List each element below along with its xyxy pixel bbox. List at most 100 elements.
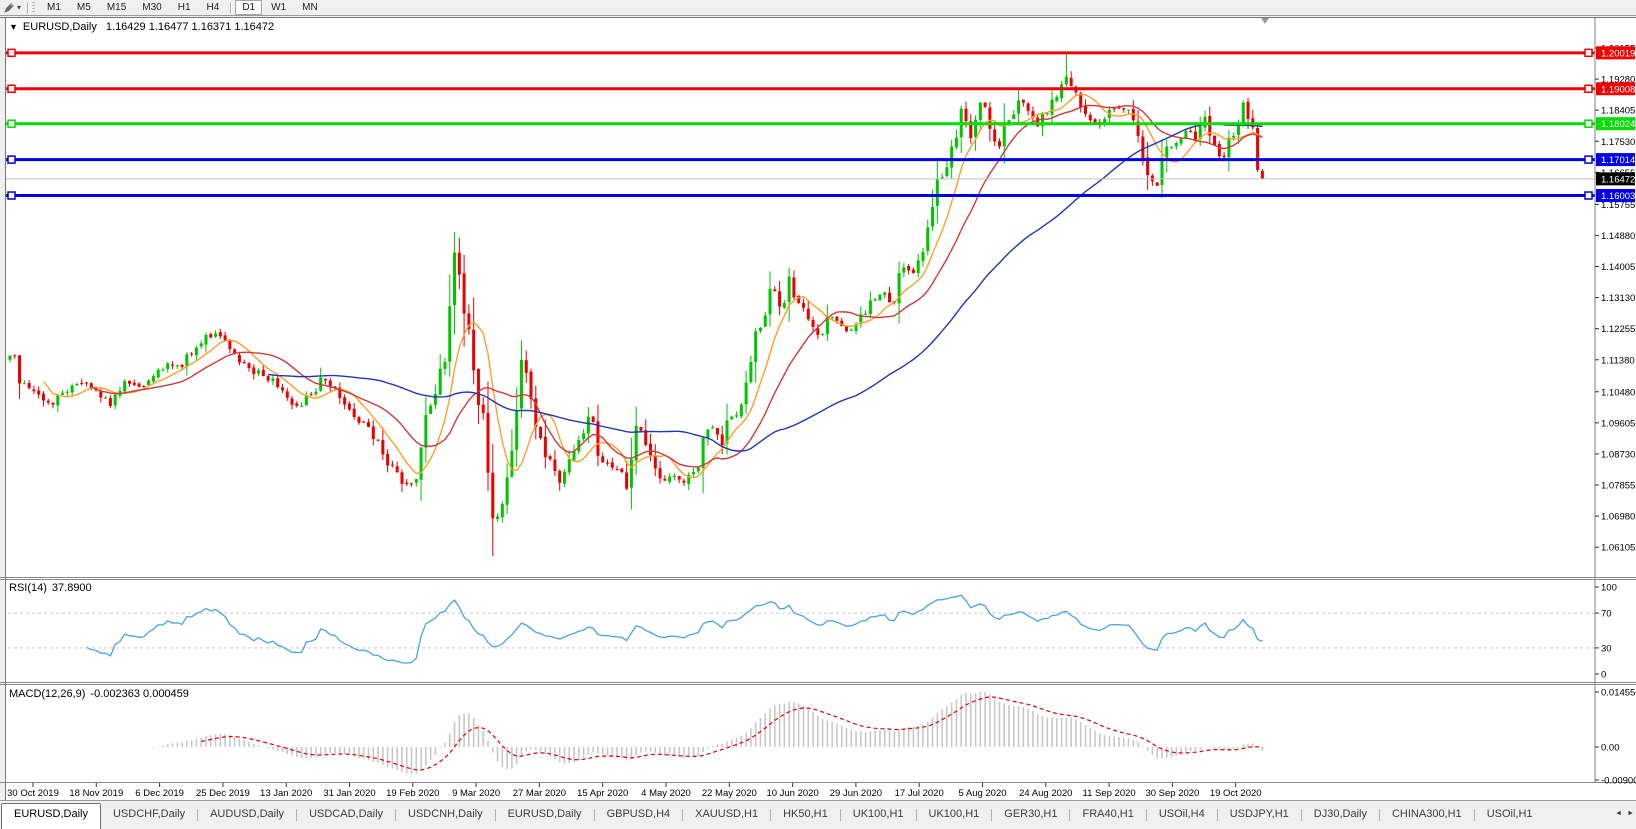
chart-canvas[interactable]: 1.201551.192801.184051.175301.166551.157… — [0, 0, 1636, 800]
price-tick-label: 1.07855 — [1601, 481, 1635, 492]
price-badge-text: 1.20019 — [1601, 48, 1635, 59]
date-label: 15 Apr 2020 — [577, 788, 628, 799]
chart-tab-xauusd-h1[interactable]: XAUUSD,H1 — [695, 808, 759, 820]
price-tick-label: 1.09605 — [1601, 418, 1635, 429]
chart-tab-eurusd-daily[interactable]: EURUSD,Daily — [507, 808, 582, 820]
price-axis[interactable]: 1.201551.192801.184051.175301.166551.157… — [1594, 17, 1635, 782]
date-label: 19 Feb 2020 — [386, 788, 439, 799]
tab-scroll-right-icon[interactable]: ► — [1627, 810, 1634, 817]
tab-divider — [1069, 809, 1071, 821]
price-tick-label: 1.06105 — [1601, 543, 1635, 554]
date-label: 30 Oct 2019 — [7, 788, 59, 799]
chart-shift-marker[interactable] — [1261, 18, 1269, 24]
moving-average-lines — [42, 93, 1263, 479]
chart-tab-china300-h1[interactable]: CHINA300,H1 — [1391, 808, 1462, 820]
cursor-tool-dropdown-caret[interactable]: ▾ — [17, 3, 22, 12]
rsi-tick-label: 0 — [1601, 670, 1606, 681]
rsi-indicator-value: 37.8900 — [51, 582, 92, 594]
toolbar-grip-handle[interactable] — [32, 2, 36, 13]
cursor-pen-tool-icon[interactable] — [2, 1, 16, 14]
timeframe-button-m30[interactable]: M30 — [142, 2, 162, 13]
chart-tab-usdchf-daily[interactable]: USDCHF,Daily — [112, 808, 186, 820]
chart-tab-bar: EURUSD,Daily USDCHF,Daily AUDUSD,Daily USDC… — [0, 800, 1636, 829]
chart-tab-usdjpy-h1[interactable]: USDJPY,H1 — [1229, 808, 1289, 820]
timeframe-button-h4[interactable]: H4 — [206, 2, 220, 13]
tab-divider — [915, 809, 917, 821]
price-tick-label: 1.18405 — [1601, 106, 1635, 117]
ma-8-line — [42, 93, 1263, 479]
price-badge-text: 1.16003 — [1601, 191, 1635, 202]
price-tick-label: 1.08730 — [1601, 449, 1635, 460]
tab-scroll-left-icon[interactable]: ◄ — [1615, 810, 1623, 817]
chart-tab-gbpusd-h4[interactable]: GBPUSD,H4 — [606, 808, 671, 820]
hline-1.16003[interactable] — [6, 191, 1595, 200]
chart-tab-dj30-daily[interactable]: DJ30,Daily — [1313, 808, 1367, 820]
price-tick-label: 1.11380 — [1601, 355, 1635, 366]
hline-handle — [1584, 84, 1593, 94]
hline-handle — [7, 155, 16, 164]
price-badge-text: 1.16472 — [1601, 174, 1635, 185]
chart-tab-usoil-h4[interactable]: USOil,H4 — [1158, 808, 1205, 820]
rsi-tick-label: 30 — [1601, 643, 1612, 654]
rsi-tick-label: 70 — [1601, 609, 1612, 620]
timeframe-button-d1[interactable]: D1 — [235, 0, 263, 15]
date-label: 5 Aug 2020 — [958, 788, 1006, 799]
hline-1.19008[interactable] — [6, 84, 1595, 94]
price-tick-label: 1.14005 — [1601, 262, 1635, 273]
symbol-dropdown-icon[interactable]: ▼ — [9, 22, 18, 32]
timeframe-button-h1[interactable]: H1 — [177, 2, 191, 13]
tab-divider — [770, 809, 772, 821]
date-label: 10 Jun 2020 — [766, 788, 818, 799]
price-badge-1.16003: 1.16003 — [1596, 189, 1635, 203]
chart-tab-hk50-h1[interactable]: HK50,H1 — [783, 808, 828, 820]
chart-tab-fra40-h1[interactable]: FRA40,H1 — [1082, 808, 1134, 820]
chart-ohlc-values: 1.16429 1.16477 1.16371 1.16472 — [105, 21, 275, 33]
price-tick-label: 1.17530 — [1601, 137, 1635, 148]
chart-tab-audusd-daily[interactable]: AUDUSD,Daily — [210, 808, 285, 820]
hline-handle — [1584, 191, 1593, 200]
chart-tab-eurusd-daily[interactable]: EURUSD,Daily — [1, 803, 101, 829]
timeframe-button-m5[interactable]: M5 — [76, 2, 91, 13]
hline-handle — [7, 191, 16, 200]
hline-handle — [1584, 119, 1593, 128]
chart-tab-usdcnh-daily[interactable]: USDCNH,Daily — [408, 808, 483, 820]
hline-1.18024[interactable] — [6, 119, 1595, 128]
hline-handle — [7, 119, 16, 128]
horizontal-lines — [6, 48, 1595, 200]
price-badge-1.17014: 1.17014 — [1596, 153, 1635, 167]
chart-tab-usoil-h1[interactable]: USOil,H1 — [1486, 808, 1533, 820]
chart-title: ▼ EURUSD,Daily 1.16429 1.16477 1.16371 1.1… — [9, 21, 274, 33]
candlestick-plot[interactable] — [8, 52, 1264, 557]
macd-indicator-name: MACD(12,26,9) — [9, 688, 86, 700]
macd-tick-label: 0.00 — [1601, 743, 1620, 754]
tab-divider — [494, 809, 496, 821]
chart-tab-uk100-h1[interactable]: UK100,H1 — [928, 808, 980, 820]
toolbar-separator — [230, 1, 232, 14]
timeframe-button-m1[interactable]: M1 — [47, 2, 61, 13]
rsi-level-lines — [8, 612, 1595, 649]
macd-axis[interactable]: 0.014556 0.00 -0.00900 — [1595, 688, 1636, 787]
timeframe-button-m15[interactable]: M15 — [106, 2, 127, 13]
price-tick-label: 1.06980 — [1601, 512, 1635, 523]
price-badge-text: 1.17014 — [1601, 155, 1635, 166]
hline-handle — [7, 48, 16, 58]
chart-tab-uk100-h1[interactable]: UK100,H1 — [852, 808, 904, 820]
timeframe-button-group: M1 M5 M15 M30 H1 H4 D1 W1 MN — [39, 0, 326, 15]
timeframe-button-w1[interactable]: W1 — [271, 2, 287, 13]
hline-1.17014[interactable] — [6, 155, 1595, 164]
hline-1.20019[interactable] — [6, 48, 1595, 58]
hline-handle — [1584, 155, 1593, 164]
price-tick-label: 1.14880 — [1601, 231, 1635, 242]
rsi-axis[interactable]: 100 70 30 0 — [1595, 583, 1617, 681]
chart-tab-ger30-h1[interactable]: GER30,H1 — [1004, 808, 1058, 820]
timeframe-toolbar: ▾ M1 M5 M15 M30 H1 H4 D1 W1 MN — [0, 0, 1636, 16]
price-tick-label: 1.19280 — [1601, 75, 1635, 86]
macd-plot — [152, 691, 1264, 775]
date-label: 6 Dec 2019 — [135, 788, 184, 799]
timeframe-button-mn[interactable]: MN — [302, 2, 318, 13]
chart-tab-usdcad-daily[interactable]: USDCAD,Daily — [309, 808, 384, 820]
date-axis[interactable]: 30 Oct 2019 18 Nov 2019 6 Dec 2019 25 Dec 2… — [7, 783, 1262, 799]
tab-divider — [296, 809, 298, 821]
price-badge-1.20019: 1.20019 — [1596, 46, 1635, 60]
hline-handle — [7, 84, 16, 94]
